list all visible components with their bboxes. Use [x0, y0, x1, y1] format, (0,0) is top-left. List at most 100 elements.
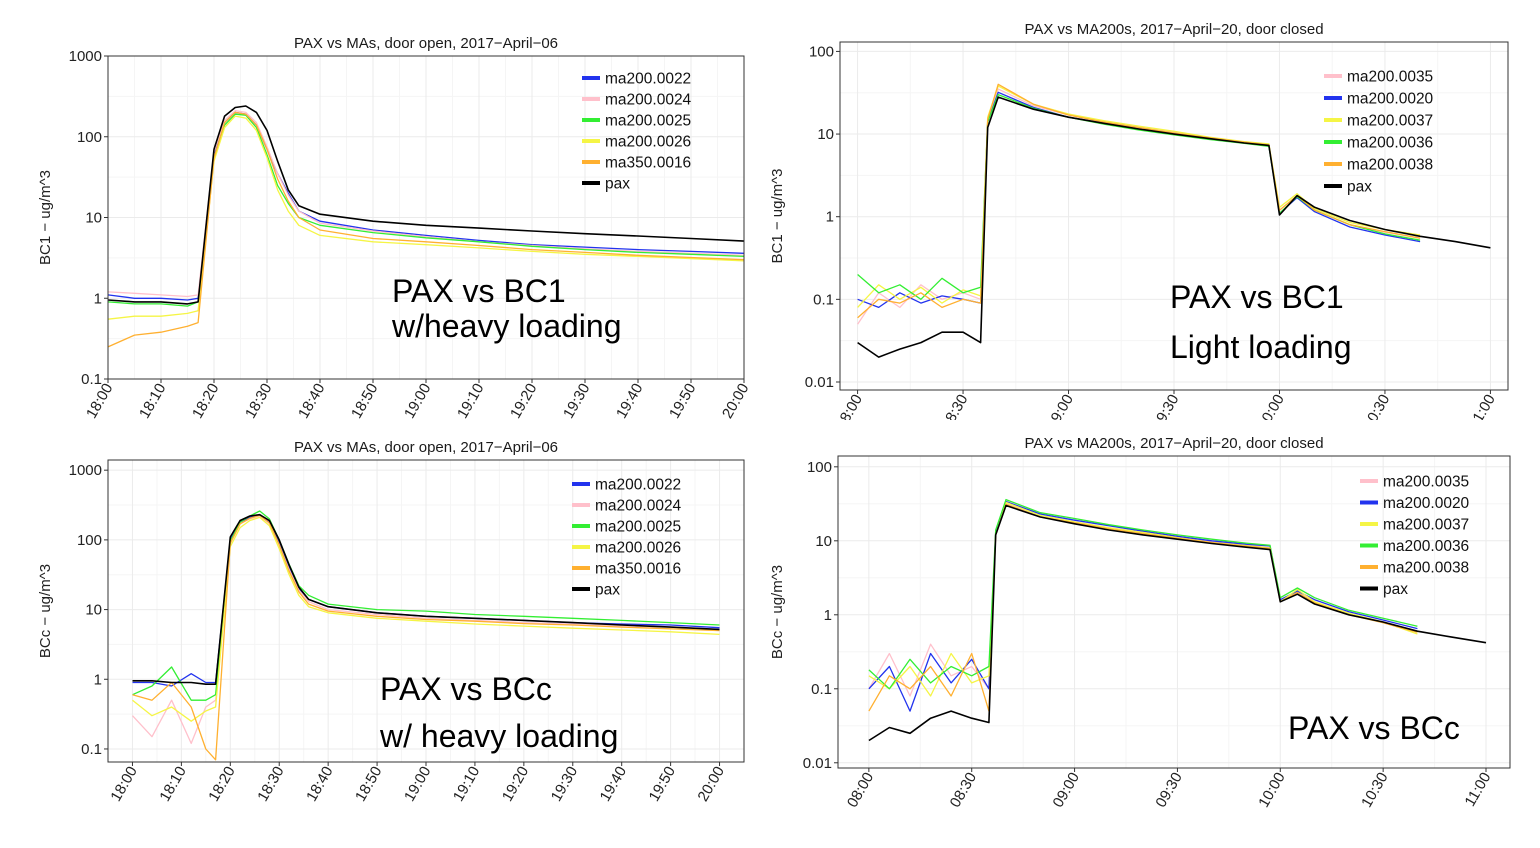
x-tick-label: 18:10: [156, 764, 189, 805]
x-tick-label: 18:20: [189, 381, 222, 421]
x-tick-label: 19:10: [454, 381, 487, 421]
legend-label: ma200.0036: [1383, 538, 1469, 555]
y-tick-label: 1: [826, 209, 834, 226]
legend-label: ma200.0026: [605, 134, 691, 151]
y-tick-label: 10: [817, 126, 834, 143]
chart-bc1-door-open: PAX vs MAs, door open, 2017−April−06 0.1 1…: [37, 35, 752, 421]
legend-label: pax: [1383, 581, 1408, 598]
series-line-ma350.0016: [132, 514, 720, 761]
x-tick-label: 19:40: [613, 381, 646, 421]
x-tick-label: 19:50: [646, 764, 679, 805]
series-line-pax: [132, 513, 720, 686]
x-tick-label: 19:50: [666, 381, 699, 421]
x-tick-label: 19:10: [450, 764, 483, 805]
chart-title: PAX vs MA200s, 2017−April−20, door close…: [1024, 435, 1323, 452]
x-tick-label: 19:00: [401, 381, 434, 421]
chart-title: PAX vs MAs, door open, 2017−April−06: [294, 439, 558, 456]
x-tick-label: 09:00: [1050, 770, 1083, 811]
legend-label: ma200.0020: [1383, 495, 1470, 512]
legend-label: ma200.0025: [605, 113, 691, 130]
chart-bc1-door-closed: PAX vs MA200s, 2017−April−20, door close…: [769, 21, 1509, 421]
panel-top-left: PAX vs MAs, door open, 2017−April−06 0.1 1…: [0, 20, 760, 420]
legend-label: ma200.0025: [595, 519, 681, 536]
x-tick-label: 11:00: [1466, 392, 1499, 421]
annotation-text: PAX vs BCc: [380, 671, 552, 707]
panel-bottom-left: PAX vs MAs, door open, 2017−April−06 0.1 1…: [0, 426, 760, 848]
legend-label: ma200.0035: [1347, 69, 1433, 86]
y-tick-label: 0.1: [811, 681, 832, 698]
legend-label: ma200.0037: [1347, 113, 1433, 130]
series-line-ma200.0038: [868, 503, 1418, 712]
x-tick-label: 18:10: [136, 381, 169, 421]
legend-label: ma200.0037: [1383, 517, 1469, 534]
annotation-text: PAX vs BC1: [392, 273, 566, 309]
x-tick-label: 18:40: [295, 381, 328, 421]
x-tick-label: 18:40: [303, 764, 336, 805]
y-tick-label: 100: [809, 43, 834, 60]
chart-title: PAX vs MAs, door open, 2017−April−06: [294, 35, 558, 52]
legend-label: ma200.0020: [1347, 91, 1434, 108]
legend-label: pax: [1347, 179, 1372, 196]
x-tick-label: 08:00: [844, 770, 877, 811]
x-tick-label: 18:00: [107, 764, 140, 805]
x-tick-label: 08:30: [947, 770, 980, 811]
series-line-pax: [857, 96, 1491, 358]
x-tick-label: 08:00: [833, 392, 866, 421]
x-tick-label: 09:00: [1043, 392, 1076, 421]
plot-frame: [837, 455, 1511, 769]
x-tick-label: 10:00: [1255, 770, 1288, 811]
y-tick-label: 1: [94, 671, 102, 688]
y-tick-label: 100: [77, 129, 102, 146]
x-tick-label: 09:30: [1152, 770, 1185, 811]
legend-label: ma200.0038: [1383, 560, 1469, 577]
x-tick-label: 19:20: [507, 381, 540, 421]
y-tick-label: 1000: [69, 48, 102, 65]
x-tick-label: 18:30: [242, 381, 275, 421]
panel-top-right: PAX vs MA200s, 2017−April−20, door close…: [760, 20, 1540, 420]
series-line-ma200.0036: [868, 498, 1418, 690]
y-tick-label: 0.1: [813, 291, 834, 308]
series-line-ma350.0016: [107, 111, 745, 348]
legend-label: ma200.0036: [1347, 135, 1433, 152]
legend-label: pax: [595, 582, 620, 599]
legend-label: ma350.0016: [605, 155, 691, 172]
chart-bcc-door-open: PAX vs MAs, door open, 2017−April−06 0.1 1…: [37, 439, 745, 805]
x-tick-label: 10:00: [1254, 392, 1287, 421]
legend-label: ma200.0024: [605, 92, 692, 109]
annotation-text: w/ heavy loading: [379, 718, 618, 754]
series-line-ma200.0038: [857, 83, 1421, 319]
x-tick-label: 19:30: [560, 381, 593, 421]
y-axis-label: BC1 − ug/m^3: [769, 168, 786, 263]
x-tick-label: 19:40: [597, 764, 630, 805]
plot-area: [838, 456, 1510, 768]
x-tick-label: 19:30: [548, 764, 581, 805]
x-tick-label: 18:30: [254, 764, 287, 805]
x-tick-label: 18:50: [348, 381, 381, 421]
y-axis-label: BC1 − ug/m^3: [37, 170, 54, 265]
annotation-text: Light loading: [1170, 329, 1351, 365]
series-line-ma200.0037: [868, 501, 1418, 697]
y-tick-label: 1: [824, 607, 832, 624]
y-tick-label: 10: [815, 533, 832, 550]
x-tick-label: 18:20: [205, 764, 238, 805]
chart-title: PAX vs MA200s, 2017−April−20, door close…: [1024, 21, 1323, 38]
legend-label: ma200.0026: [595, 540, 681, 557]
legend-label: ma200.0038: [1347, 157, 1433, 174]
annotation-text: PAX vs BCc: [1288, 710, 1460, 746]
x-tick-label: 11:00: [1462, 770, 1495, 810]
series-line-pax: [107, 105, 745, 305]
series-line-pax: [868, 504, 1487, 742]
y-tick-label: 0.1: [81, 371, 102, 388]
y-tick-label: 100: [77, 532, 102, 549]
y-tick-label: 10: [85, 210, 102, 227]
x-tick-label: 09:30: [1149, 392, 1182, 421]
y-tick-label: 1: [94, 290, 102, 307]
y-tick-label: 10: [85, 602, 102, 619]
series-line-ma200.0024: [107, 110, 745, 298]
annotation-text: w/heavy loading: [391, 308, 621, 344]
x-tick-label: 20:00: [695, 764, 728, 805]
legend-label: ma350.0016: [595, 561, 681, 578]
x-tick-label: 10:30: [1360, 392, 1393, 421]
x-tick-label: 10:30: [1358, 770, 1391, 811]
legend-label: ma200.0022: [595, 477, 681, 494]
